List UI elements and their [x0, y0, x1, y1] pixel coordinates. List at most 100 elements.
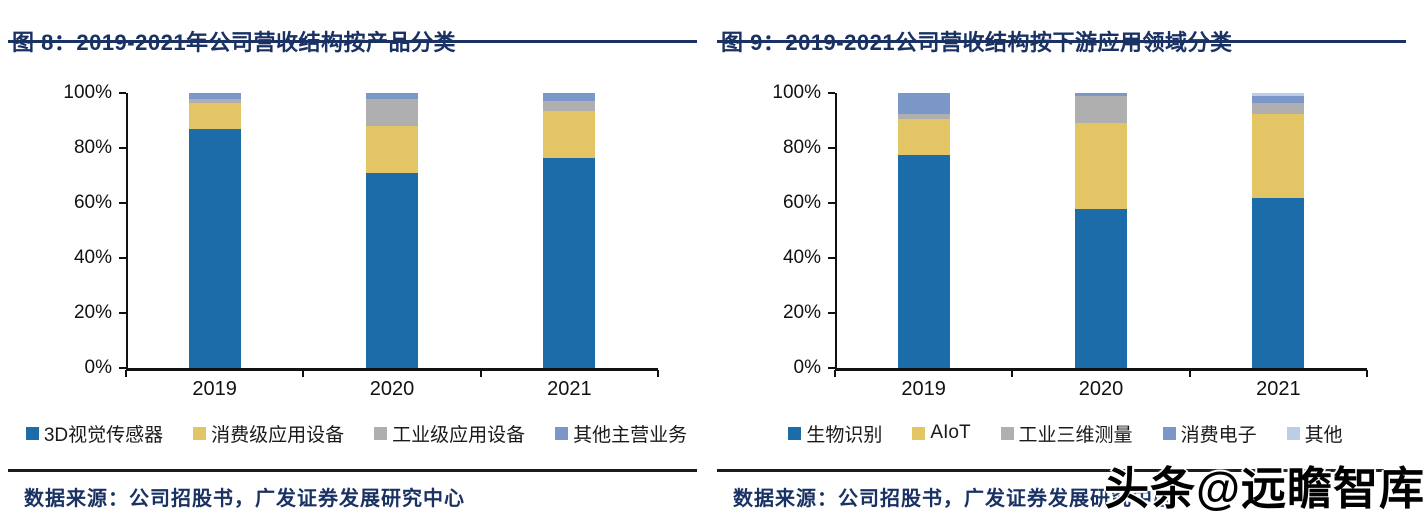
- y-axis-tick: [828, 202, 835, 204]
- source-divider: [8, 469, 697, 472]
- legend-item: 消费电子: [1162, 420, 1257, 447]
- bar-segment-其他主营业务: [188, 93, 241, 99]
- legend-swatch-icon: [1162, 426, 1176, 440]
- y-axis-tick: [828, 147, 835, 149]
- bar-segment-生物识别: [1075, 208, 1127, 368]
- bar-segment-3D视觉传感器: [188, 128, 241, 368]
- x-axis-line: [126, 368, 658, 371]
- y-axis-tick-label: 80%: [782, 137, 821, 158]
- bar-segment-工业级应用设备: [188, 98, 241, 103]
- y-axis-tick-label: 100%: [63, 82, 112, 103]
- x-axis-tick: [302, 370, 305, 377]
- legend-swatch-icon: [193, 426, 207, 440]
- stacked-bar-2021: [543, 93, 596, 368]
- bar-segment-3D视觉传感器: [543, 157, 596, 368]
- data-source-note: 数据来源：公司招股书，广发证券发展研究中心: [733, 488, 1174, 510]
- bar-segment-其他: [1252, 93, 1305, 96]
- x-axis-category-label: 2020: [369, 378, 415, 400]
- bar-segment-AIoT: [1252, 113, 1305, 198]
- data-source-note: 数据来源：公司招股书，广发证券发展研究中心: [24, 488, 465, 510]
- y-axis-tick-label: 100%: [772, 82, 821, 103]
- bar-segment-消费级应用设备: [366, 126, 418, 173]
- legend-item: 工业三维测量: [1000, 420, 1133, 447]
- chart-legend: 3D视觉传感器 消费级应用设备 工业级应用设备 其他主营业务: [14, 418, 699, 448]
- x-axis-tick: [834, 370, 836, 377]
- title-underline: [8, 40, 697, 43]
- stacked-bar-chart: 0% 20% 40% 60% 80% 100% 2019 2020 2021: [717, 60, 1414, 415]
- y-axis-tick: [828, 312, 835, 314]
- legend-label: 消费级应用设备: [211, 424, 345, 446]
- legend-swatch-icon: [555, 426, 569, 440]
- legend-label: 工业级应用设备: [392, 424, 526, 446]
- x-axis-tick: [125, 370, 127, 377]
- y-axis-tick: [119, 92, 126, 94]
- legend-label: AIoT: [930, 422, 971, 443]
- x-axis-line: [835, 368, 1367, 371]
- y-axis-tick-label: 40%: [73, 247, 112, 268]
- source-divider: [717, 469, 1406, 472]
- y-axis-tick: [828, 257, 835, 259]
- figure-9-panel: 图 9：2019-2021公司营收结构按下游应用领域分类 0%20%40%60%…: [717, 0, 1414, 521]
- y-axis-tick-label: 40%: [782, 247, 821, 268]
- legend-label: 其他主营业务: [573, 424, 688, 446]
- legend-label: 3D视觉传感器: [43, 424, 164, 446]
- bar-segment-工业三维测量: [897, 113, 950, 120]
- y-axis-tick: [119, 367, 126, 369]
- y-axis-tick-label: 20%: [73, 302, 112, 323]
- stacked-bar-2021: [1252, 93, 1305, 368]
- bar-segment-消费电子: [1075, 93, 1127, 96]
- legend-label: 工业三维测量: [1018, 424, 1133, 446]
- legend-item: AIoT: [912, 422, 971, 444]
- x-axis-tick: [657, 370, 659, 377]
- legend-swatch-icon: [1286, 426, 1300, 440]
- bar-segment-其他主营业务: [543, 93, 596, 102]
- x-axis-category-label: 2020: [1078, 378, 1124, 400]
- legend-swatch-icon: [1000, 426, 1014, 440]
- watermark: 头条@远瞻智库: [1104, 463, 1423, 514]
- y-axis-tick: [119, 312, 126, 314]
- legend-label: 其他: [1304, 424, 1343, 446]
- legend-swatch-icon: [912, 426, 926, 440]
- stacked-bar-2019: [897, 93, 950, 368]
- bar-segment-消费电子: [897, 93, 950, 114]
- y-axis-tick-label: 20%: [782, 302, 821, 323]
- legend-swatch-icon: [788, 426, 802, 440]
- y-axis-tick: [119, 202, 126, 204]
- y-axis-tick-label: 60%: [782, 192, 821, 213]
- legend-label: 消费电子: [1180, 424, 1257, 446]
- legend-item: 其他主营业务: [555, 420, 687, 447]
- chart-legend: 生物识别 AIoT 工业三维测量 消费电子 其他: [723, 418, 1408, 448]
- bar-segment-消费级应用设备: [188, 102, 241, 129]
- y-axis-tick: [119, 257, 126, 259]
- bar-segment-工业三维测量: [1075, 95, 1127, 124]
- legend-item: 3D视觉传感器: [25, 420, 164, 447]
- y-axis-tick: [828, 367, 835, 369]
- stacked-bar-2019: [188, 93, 241, 368]
- x-axis-tick: [479, 370, 482, 377]
- stacked-bar-2020: [366, 93, 418, 368]
- x-axis-category-label: 2019: [901, 378, 946, 400]
- bar-segment-工业级应用设备: [366, 98, 418, 126]
- stacked-bar-chart: 0% 20% 40% 60% 80% 100% 2019 2020 2021: [8, 60, 705, 415]
- bar-segment-生物识别: [897, 154, 950, 368]
- bar-segment-其他主营业务: [366, 93, 418, 99]
- x-axis-tick: [1011, 370, 1014, 377]
- bar-segment-AIoT: [897, 119, 950, 155]
- bar-segment-消费级应用设备: [543, 110, 596, 158]
- figure-8-panel: 图 8：2019-2021年公司营收结构按产品分类 0%20%40%60%80%…: [8, 0, 705, 521]
- legend-swatch-icon: [374, 426, 388, 440]
- x-axis-category-label: 2021: [1256, 378, 1301, 400]
- bar-segment-工业级应用设备: [543, 101, 596, 111]
- y-axis-tick-label: 80%: [73, 137, 112, 158]
- bar-segment-AIoT: [1075, 123, 1127, 209]
- legend-item: 工业级应用设备: [374, 420, 525, 447]
- legend-item: 生物识别: [788, 420, 882, 447]
- x-axis-tick: [1366, 370, 1368, 377]
- legend-swatch-icon: [25, 426, 39, 440]
- legend-item: 其他: [1286, 420, 1343, 447]
- y-axis-tick-label: 0%: [84, 357, 112, 378]
- legend-label: 生物识别: [806, 424, 883, 446]
- stacked-bar-2020: [1075, 93, 1127, 368]
- bar-segment-生物识别: [1252, 197, 1305, 368]
